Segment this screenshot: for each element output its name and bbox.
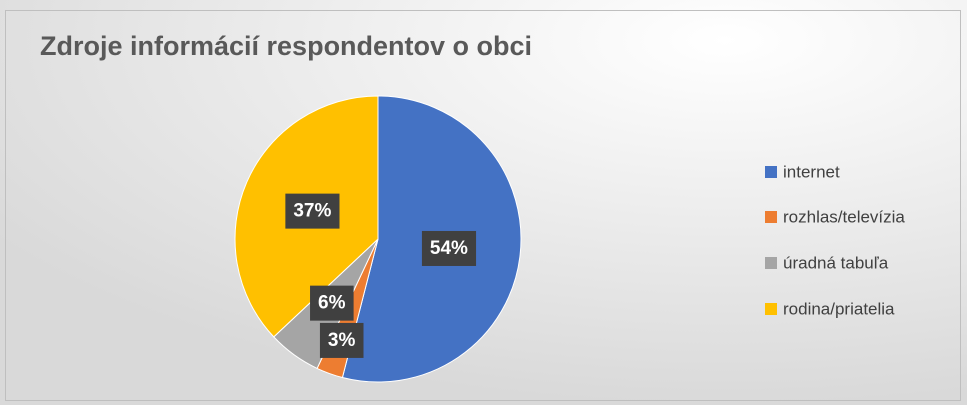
legend-swatch bbox=[765, 303, 777, 315]
data-label: 54% bbox=[430, 238, 468, 259]
chart-border bbox=[5, 10, 961, 401]
data-label: 3% bbox=[328, 330, 356, 351]
legend-label: rodina/priatelia bbox=[783, 299, 895, 318]
legend-label: úradná tabuľa bbox=[783, 253, 889, 272]
data-label: 37% bbox=[293, 201, 331, 222]
legend-label: internet bbox=[783, 162, 840, 181]
legend-swatch bbox=[765, 211, 777, 223]
data-label-box bbox=[285, 193, 340, 229]
data-label-box bbox=[319, 322, 364, 358]
chart-title: Zdroje informácií respondentov o obci bbox=[40, 31, 532, 61]
legend-swatch bbox=[765, 257, 777, 269]
data-label-box bbox=[421, 230, 477, 266]
legend-swatch bbox=[765, 166, 777, 178]
legend-label: rozhlas/televízia bbox=[783, 207, 905, 226]
data-label: 6% bbox=[318, 293, 346, 314]
data-label-box bbox=[310, 285, 354, 321]
